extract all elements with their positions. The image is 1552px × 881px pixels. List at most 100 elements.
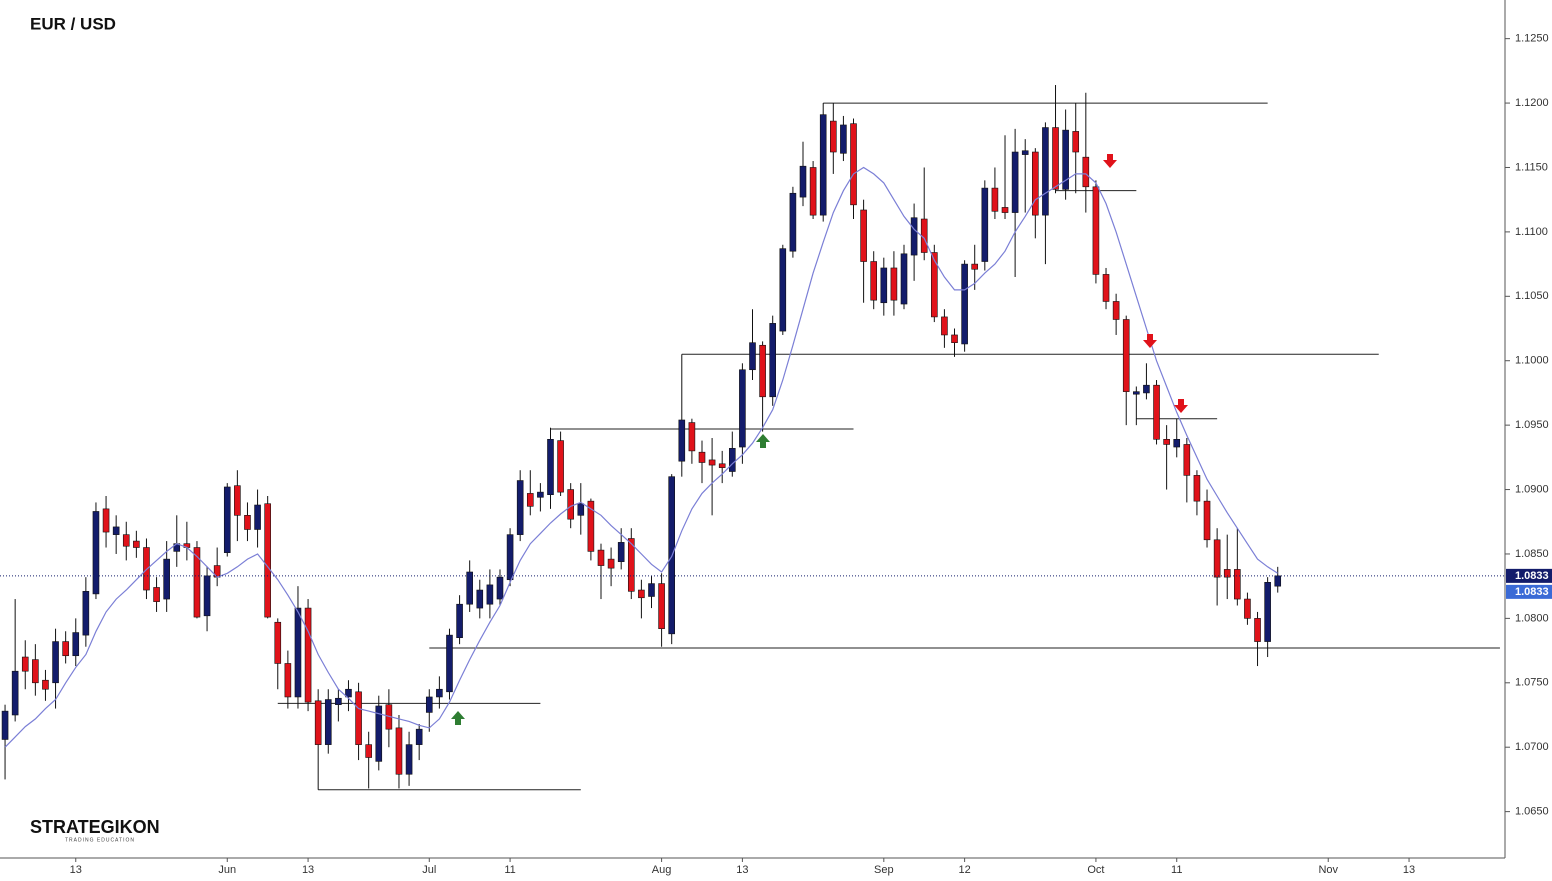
candle-body [42,679,49,690]
candle-body [1052,127,1059,190]
candle-body [365,744,372,758]
candle-body [234,485,241,516]
x-tick-label: 13 [736,864,748,876]
x-tick-label: Sep [874,864,894,876]
candle-body [1102,274,1110,302]
candle-body [779,248,787,332]
candle-body [658,583,665,629]
candle-body [597,549,605,566]
candle-body [122,534,130,547]
x-tick-label: Jun [218,864,236,876]
y-tick-label: 1.1200 [1515,97,1549,109]
candle-body [698,451,706,463]
chart-title: EUR / USD [30,14,116,33]
candle-body [1274,575,1282,587]
candle-body [456,603,463,639]
y-tick-label: 1.0950 [1515,419,1549,431]
up-arrow [451,711,465,725]
candle-body [203,575,211,617]
candle-body [324,699,332,745]
candle-body [1062,129,1069,190]
logo-tagline: TRADING EDUCATION [65,837,135,843]
candle-body [951,334,958,343]
candle-body [769,323,777,398]
candle-body [395,727,403,775]
candle-body [830,120,837,153]
candle-body [567,489,574,520]
candle-body [92,511,100,595]
x-tick-label: 11 [1171,864,1182,876]
candle-body [587,500,595,552]
y-tick-label: 1.1150 [1515,161,1548,173]
candle-body [931,252,938,318]
candle-body [1011,151,1019,213]
price-label: 1.0833 [1515,570,1549,582]
candle-body [880,267,888,304]
candle-body [850,123,857,206]
candle-body [870,261,878,301]
candle-body [1021,150,1029,155]
candle-body [486,584,494,605]
x-tick-label: Jul [422,864,436,876]
candle-body [466,571,473,605]
x-tick-label: 13 [302,864,314,876]
candle-body [728,448,736,472]
x-tick-label: Aug [652,864,672,876]
candle-body [1173,439,1181,448]
candle-body [446,634,453,693]
x-tick-label: Nov [1318,864,1338,876]
candle-body [1143,384,1150,394]
candle-body [163,558,170,600]
candle-body [425,696,433,713]
candle-body [1203,500,1211,541]
candle-body [1,710,9,740]
candle-body [789,192,797,252]
down-arrow [1103,154,1117,168]
candle-body [1092,186,1100,275]
candle-body [678,419,686,462]
signal-arrows [451,154,1188,725]
y-tick-label: 1.0850 [1515,548,1549,560]
candle-body [749,342,756,371]
candle-body [1072,131,1080,153]
candle-body [617,542,625,562]
y-tick-label: 1.1050 [1515,290,1549,302]
candle-body [961,263,968,345]
candle-body [759,344,766,398]
candle-body [840,124,847,154]
candle-body [1254,618,1261,642]
y-tick-label: 1.0750 [1515,677,1549,689]
candle-body [304,607,312,703]
candle-body [112,526,120,535]
candle-body [345,688,352,698]
x-tick-label: 13 [70,864,82,876]
candle-body [506,534,514,581]
candle-body [718,463,726,468]
y-tick-label: 1.0700 [1515,741,1549,753]
up-arrow [756,434,770,448]
candle-body [900,253,908,305]
candle-body [21,656,29,672]
candle-body [264,503,271,618]
candle-body [274,621,282,664]
candle-body [1213,539,1221,578]
candle-body [607,558,615,569]
y-tick-label: 1.0900 [1515,483,1549,495]
y-tick-label: 1.1000 [1515,355,1549,367]
candle-body [991,187,999,212]
candle-body [557,440,564,493]
candle-body [476,589,484,609]
candle-body [809,167,817,216]
candle-body [72,632,80,657]
candle-body [1001,207,1009,213]
candle-body [32,659,39,684]
candle-body [627,538,635,592]
candle-body [1183,444,1191,476]
candle-body [1082,156,1090,188]
x-tick-label: 13 [1403,864,1415,876]
candle-body [537,491,544,498]
candle-body [577,503,585,516]
x-tick-label: 12 [958,864,970,876]
candle-body [1163,439,1170,445]
